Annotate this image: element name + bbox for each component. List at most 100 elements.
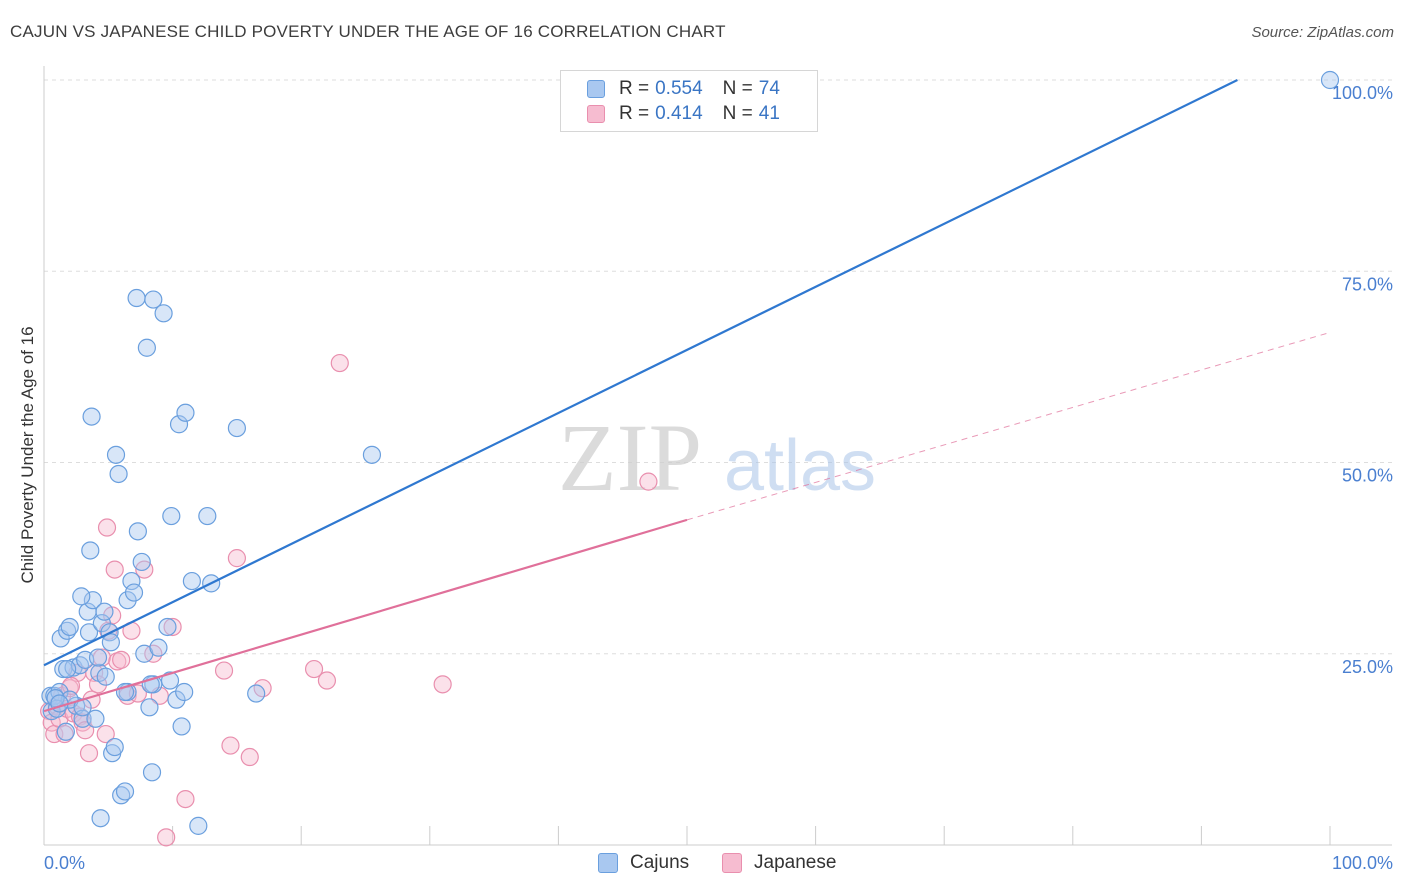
cajun-point-63 xyxy=(247,684,266,703)
cajun-point-59 xyxy=(189,816,208,835)
japanese-r-label: R = xyxy=(619,103,650,124)
cajun-point-31 xyxy=(106,445,126,464)
cajun-trend-line xyxy=(43,79,1238,667)
japanese-point-13 xyxy=(76,721,95,740)
cajun-r-value: 0.554 xyxy=(655,78,703,99)
cajun-point-41 xyxy=(132,552,151,572)
legend-item-japanese[interactable]: Japanese xyxy=(722,852,836,874)
japanese-r-value: 0.414 xyxy=(655,103,703,124)
cajun-point-68 xyxy=(88,648,108,667)
japanese-point-14 xyxy=(79,744,99,763)
cajun-point-72 xyxy=(1320,70,1340,90)
cajun-point-37 xyxy=(122,571,141,591)
cajun-point-20 xyxy=(72,587,91,606)
japanese-point-32 xyxy=(157,828,176,847)
cajun-point-44 xyxy=(140,698,159,717)
cajun-point-18 xyxy=(81,541,100,560)
japanese-point-17 xyxy=(88,675,108,694)
cajun-point-15 xyxy=(79,623,99,642)
cajun-points xyxy=(41,70,1340,835)
cajun-point-57 xyxy=(176,403,195,422)
cajun-point-64 xyxy=(362,445,382,464)
x-tick-label-0: 0.0% xyxy=(44,853,85,873)
cajuns-swatch xyxy=(598,853,618,873)
cajun-point-30 xyxy=(101,633,120,652)
cajun-point-56 xyxy=(175,682,194,702)
cajun-r-label: R = xyxy=(619,78,650,99)
japanese-swatch xyxy=(587,105,605,123)
japanese-point-20 xyxy=(97,518,117,537)
cajun-point-54 xyxy=(169,415,189,434)
cajun-point-21 xyxy=(86,709,105,728)
japanese-legend-swatch xyxy=(722,853,742,873)
cajun-point-19 xyxy=(82,407,101,426)
source-label: Source: ZipAtlas.com xyxy=(1251,24,1394,41)
x-tick-label-1: 100.0% xyxy=(1332,853,1393,873)
cajun-point-49 xyxy=(154,304,173,323)
cajun-point-51 xyxy=(160,671,180,690)
japanese-n-value: 41 xyxy=(758,103,780,124)
legend-item-cajuns[interactable]: Cajuns xyxy=(598,852,689,874)
chart-title: CAJUN VS JAPANESE CHILD POVERTY UNDER TH… xyxy=(10,22,726,41)
cajun-point-29 xyxy=(105,737,124,757)
japanese-point-42 xyxy=(330,353,349,373)
cajun-point-9 xyxy=(56,722,75,741)
cajun-point-52 xyxy=(162,506,181,526)
japanese-point-43 xyxy=(433,675,452,694)
cajun-point-34 xyxy=(115,782,135,801)
japanese-point-37 xyxy=(227,549,246,568)
japanese-point-19 xyxy=(96,724,115,744)
cajun-point-8 xyxy=(60,617,79,637)
cajun-point-40 xyxy=(127,288,146,308)
japanese-point-35 xyxy=(214,661,234,680)
series-legend: Cajuns Japanese xyxy=(0,852,1406,878)
japanese-point-45 xyxy=(61,676,81,695)
cajun-n-value: 74 xyxy=(758,78,780,99)
cajun-point-26 xyxy=(96,667,115,686)
cajun-point-53 xyxy=(167,690,186,709)
cajun-point-55 xyxy=(172,717,191,736)
japanese-point-40 xyxy=(304,659,324,679)
cajun-point-65 xyxy=(58,659,77,679)
cajun-swatch xyxy=(587,80,605,98)
cajun-point-58 xyxy=(182,571,201,591)
japanese-point-16 xyxy=(85,663,104,682)
y-tick-label-2: 75.0% xyxy=(1342,274,1393,294)
correlation-legend: R = 0.554 N = 74 R = 0.414 N = 41 xyxy=(560,70,818,132)
grid-lines xyxy=(44,79,1392,655)
legend-row-cajun: R = 0.554 N = 74 xyxy=(587,77,780,101)
cajun-point-50 xyxy=(158,617,177,637)
cajun-point-24 xyxy=(95,602,114,621)
japanese-point-25 xyxy=(112,650,131,669)
cajun-point-62 xyxy=(227,418,246,438)
japanese-point-38 xyxy=(240,747,259,767)
japanese-point-34 xyxy=(176,789,195,809)
cajun-point-32 xyxy=(109,464,128,484)
legend-row-japanese: R = 0.414 N = 41 xyxy=(587,102,780,126)
y-tick-label-3: 100.0% xyxy=(1332,83,1393,103)
cajun-point-45 xyxy=(142,763,162,782)
cajun-point-25 xyxy=(91,809,110,828)
japanese-point-41 xyxy=(317,671,337,690)
cajun-point-60 xyxy=(198,506,217,526)
japanese-n-label: N = xyxy=(722,103,753,124)
japanese-trend-extension xyxy=(686,331,1331,521)
cajun-point-23 xyxy=(92,614,111,633)
legend-cajuns-label: Cajuns xyxy=(630,852,690,873)
trend-lines xyxy=(43,79,1331,713)
watermark-atlas: atlas xyxy=(724,426,876,506)
japanese-point-33 xyxy=(163,617,182,637)
axes xyxy=(43,66,1392,846)
cajun-point-48 xyxy=(149,638,168,657)
japanese-point-44 xyxy=(639,472,658,491)
cajun-point-43 xyxy=(137,338,156,357)
tick-labels: 25.0% 50.0% 75.0% 100.0% 0.0% 100.0% xyxy=(44,83,1393,873)
legend-japanese-label: Japanese xyxy=(754,852,837,873)
cajun-point-38 xyxy=(124,583,144,602)
japanese-point-36 xyxy=(221,736,240,755)
cajun-point-17 xyxy=(83,591,102,610)
japanese-trend-line xyxy=(43,518,688,713)
japanese-point-23 xyxy=(105,560,124,579)
watermark-zip: ZIP xyxy=(558,404,702,511)
